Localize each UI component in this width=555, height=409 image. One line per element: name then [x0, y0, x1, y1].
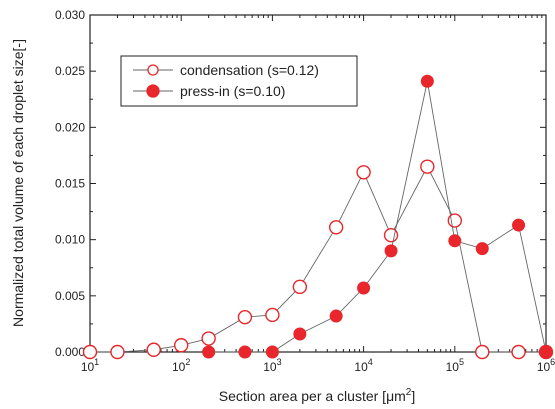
y-tick-label: 0.015: [55, 177, 85, 191]
data-point-filled: [384, 244, 398, 258]
data-point-open: [173, 338, 189, 353]
data-point-open: [201, 331, 216, 346]
series-line: [90, 165, 546, 353]
x-axis-label-unit: μm: [386, 388, 406, 404]
y-tick-label: 0.000: [55, 345, 85, 359]
series-press-in: [202, 74, 553, 359]
x-axis-label-text: Section area per a cluster [: [219, 388, 386, 404]
series-line: [208, 81, 547, 353]
x-tick-label: 101: [81, 357, 99, 374]
data-point-open: [475, 344, 490, 360]
legend-label: press-in (s=0.10): [180, 83, 285, 99]
x-tick-label: 102: [172, 357, 190, 374]
y-tick-label: 0.010: [55, 233, 85, 247]
data-point-open: [420, 159, 435, 174]
data-point-filled: [202, 345, 216, 359]
data-point-filled: [238, 345, 252, 359]
data-point-open: [328, 220, 344, 235]
y-tick-label: 0.030: [55, 8, 85, 22]
legend-marker-filled: [146, 84, 160, 98]
legend: condensation (s=0.12) press-in (s=0.10): [120, 55, 358, 107]
x-tick-label: 104: [354, 357, 372, 374]
x-tick-label: 106: [537, 357, 555, 374]
legend-box: [120, 55, 358, 107]
x-axis-label-sup: 2: [406, 387, 412, 398]
data-point-open: [146, 342, 161, 357]
data-point-filled: [293, 327, 307, 341]
data-point-open: [110, 344, 125, 360]
x-axis-label-end: ]: [411, 388, 415, 404]
data-point-open: [82, 344, 98, 360]
data-point-filled: [265, 345, 279, 359]
y-tick-label: 0.025: [55, 64, 85, 78]
y-axis-label: Normalized total volume of each droplet …: [10, 39, 26, 327]
series-condensation: [82, 159, 554, 360]
legend-marker-open: [147, 64, 159, 76]
data-point-filled: [539, 345, 553, 359]
data-point-open: [265, 307, 280, 323]
x-tick-label: 103: [263, 357, 281, 374]
data-point-filled: [420, 74, 434, 88]
data-point-open: [511, 344, 526, 360]
y-tick-label: 0.005: [55, 289, 85, 303]
x-axis-label: Section area per a cluster [μm2]: [219, 387, 416, 404]
x-tick-label: 105: [446, 357, 464, 374]
legend-label: condensation (s=0.12): [180, 62, 319, 78]
data-point-filled: [329, 309, 343, 323]
data-point-filled: [357, 281, 371, 295]
y-tick-label: 0.020: [55, 120, 85, 134]
data-point-open: [383, 227, 399, 243]
data-point-filled: [448, 234, 462, 248]
data-point-filled: [512, 218, 526, 232]
data-point-open: [292, 279, 308, 295]
data-point-open: [237, 309, 253, 325]
data-point-open: [356, 165, 371, 180]
data-point-filled: [475, 242, 489, 256]
